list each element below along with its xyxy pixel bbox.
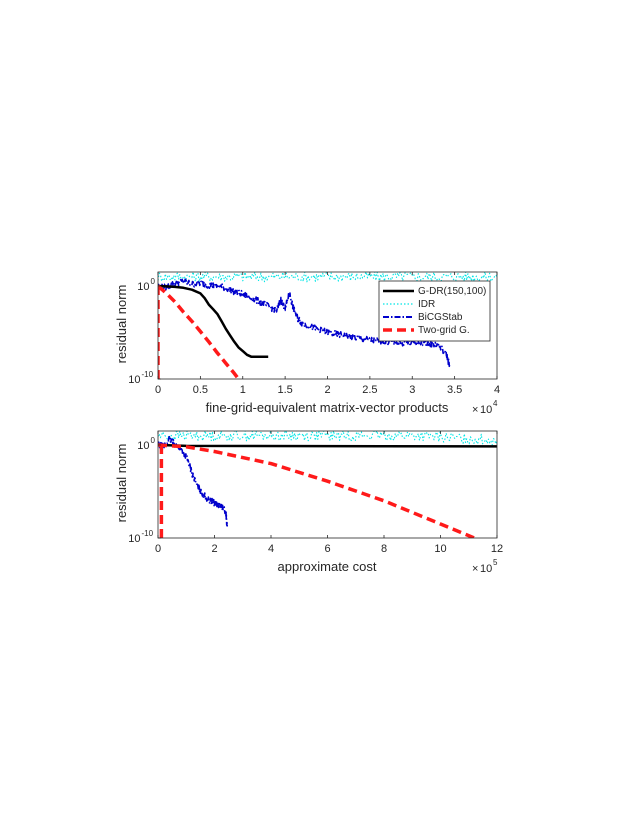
y-tick-exponent: 0 bbox=[151, 436, 156, 445]
x-tick-label: 10 bbox=[434, 543, 446, 555]
y-tick-label: 10 -10 bbox=[128, 370, 153, 386]
x-tick-label: 2 bbox=[324, 384, 330, 396]
series-line-two-grid-g- bbox=[158, 284, 240, 379]
y-tick-base: 10 bbox=[128, 374, 140, 386]
legend-entry-bicgstab: BiCGStab bbox=[383, 312, 463, 323]
x-axis-label-top: fine-grid-equivalent matrix-vector produ… bbox=[206, 400, 449, 415]
legend-entry-gdr: G-DR(150,100) bbox=[383, 286, 486, 297]
legend-label-bicgstab: BiCGStab bbox=[418, 312, 463, 323]
tick-group-top: 0 0.5 1 1.5 2 2.5 3 3.5 410 010 -10 bbox=[128, 272, 500, 396]
series-group-top bbox=[158, 272, 497, 379]
y-tick-exponent: -10 bbox=[142, 529, 154, 538]
legend-label-gdr: G-DR(150,100) bbox=[418, 286, 486, 297]
x-tick-label: 8 bbox=[381, 543, 387, 555]
series-group-bottom bbox=[158, 431, 497, 538]
legend: G-DR(150,100) IDR BiCGStab Two-grid G. bbox=[378, 280, 491, 342]
y-tick-base: 10 bbox=[137, 281, 149, 293]
svg-text:×: × bbox=[472, 404, 478, 416]
x-tick-label: 4 bbox=[494, 384, 500, 396]
x-multiplier-exp-top: 4 bbox=[493, 399, 498, 408]
x-tick-label: 6 bbox=[324, 543, 330, 555]
x-tick-label: 0 bbox=[155, 384, 161, 396]
y-axis-label-bottom: residual norm bbox=[114, 444, 129, 523]
x-tick-label: 1 bbox=[240, 384, 246, 396]
x-tick-label: 0.5 bbox=[193, 384, 208, 396]
series-line-two-grid-g- bbox=[158, 443, 476, 538]
x-tick-label: 0 bbox=[155, 543, 161, 555]
x-tick-label: 1.5 bbox=[277, 384, 292, 396]
series-line-g-dr-150-100- bbox=[158, 443, 497, 448]
x-multiplier-base-bottom: 10 bbox=[480, 563, 492, 575]
x-tick-label: 2.5 bbox=[362, 384, 377, 396]
x-tick-label: 2 bbox=[211, 543, 217, 555]
series-line-bicgstab bbox=[158, 278, 451, 368]
legend-label-idr: IDR bbox=[418, 299, 435, 310]
legend-entry-twogrid: Two-grid G. bbox=[383, 325, 470, 336]
x-tick-label: 12 bbox=[491, 543, 503, 555]
x-tick-label: 3 bbox=[409, 384, 415, 396]
legend-label-twogrid: Two-grid G. bbox=[418, 325, 470, 336]
x-multiplier-bottom: × 10 5 bbox=[472, 558, 498, 575]
x-axis-label-bottom: approximate cost bbox=[278, 559, 377, 574]
x-multiplier-base-top: 10 bbox=[480, 404, 492, 416]
x-tick-label: 3.5 bbox=[447, 384, 462, 396]
legend-entry-idr: IDR bbox=[383, 299, 435, 310]
x-multiplier-exp-bottom: 5 bbox=[493, 558, 498, 567]
series-line-g-dr-150-100- bbox=[158, 284, 269, 358]
chart-top: 0 0.5 1 1.5 2 2.5 3 3.5 410 010 -10 fine-grid-equi… bbox=[114, 271, 500, 416]
x-multiplier-top: × 10 4 bbox=[472, 399, 498, 416]
y-tick-label: 10 0 bbox=[137, 436, 155, 452]
y-tick-label: 10 -10 bbox=[128, 529, 153, 545]
y-tick-base: 10 bbox=[137, 440, 149, 452]
y-axis-label-top: residual norm bbox=[114, 285, 129, 364]
series-line-bicgstab bbox=[158, 435, 228, 527]
y-tick-exponent: -10 bbox=[142, 370, 154, 379]
x-tick-label: 4 bbox=[268, 543, 274, 555]
svg-text:×: × bbox=[472, 563, 478, 575]
y-tick-label: 10 0 bbox=[137, 277, 155, 293]
y-tick-exponent: 0 bbox=[151, 277, 156, 286]
y-tick-base: 10 bbox=[128, 533, 140, 545]
